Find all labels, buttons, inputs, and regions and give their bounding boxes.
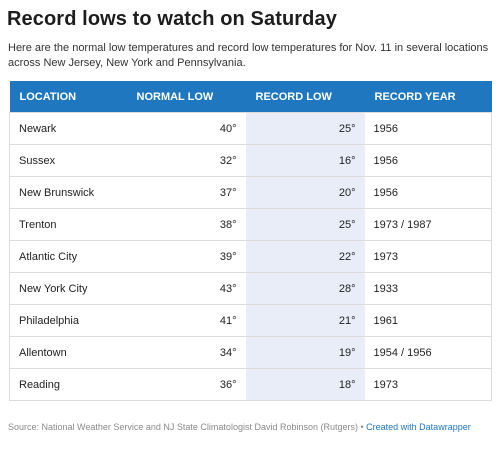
table-body: Newark 40° 25° 1956 Sussex 32° 16° 1956 New Brun… [9, 112, 492, 401]
location-cell: Atlantic City [9, 240, 127, 273]
record-year-cell: 1973 [364, 368, 492, 401]
record-year-cell: 1973 / 1987 [364, 208, 492, 241]
record-low-cell: 28° [245, 272, 365, 305]
normal-low-cell: 32° [126, 144, 246, 177]
location-cell: Philadelphia [9, 304, 127, 337]
record-year-cell: 1956 [364, 112, 492, 145]
normal-low-cell: 41° [126, 304, 246, 337]
location-cell: Newark [9, 112, 127, 145]
table-row: Atlantic City 39° 22° 1973 [9, 240, 492, 273]
record-low-cell: 16° [245, 144, 365, 177]
data-table: LOCATION NORMAL LOW RECORD LOW RECORD YE… [9, 81, 492, 401]
record-year-cell: 1961 [364, 304, 492, 337]
table-row: Trenton 38° 25° 1973 / 1987 [9, 208, 492, 241]
record-year-cell: 1954 / 1956 [364, 336, 492, 369]
record-low-cell: 18° [245, 368, 365, 401]
location-cell: Allentown [9, 336, 127, 369]
record-year-cell: 1956 [364, 176, 492, 209]
location-cell: New York City [9, 272, 127, 305]
column-header-normal-low[interactable]: NORMAL LOW [126, 81, 246, 113]
normal-low-cell: 40° [126, 112, 246, 145]
chart-title: Record lows to watch on Saturday [7, 8, 337, 30]
table-row: Reading 36° 18° 1973 [9, 368, 492, 401]
source-note: Source: National Weather Service and NJ … [8, 422, 492, 433]
normal-low-cell: 37° [126, 176, 246, 209]
record-low-cell: 19° [245, 336, 365, 369]
table-header: LOCATION NORMAL LOW RECORD LOW RECORD YE… [9, 81, 492, 113]
location-cell: Sussex [9, 144, 127, 177]
column-header-record-low[interactable]: RECORD LOW [245, 81, 365, 113]
normal-low-cell: 39° [126, 240, 246, 273]
table-row: Sussex 32° 16° 1956 [9, 144, 492, 177]
record-low-cell: 21° [245, 304, 365, 337]
column-header-location[interactable]: LOCATION [9, 81, 127, 113]
normal-low-cell: 34° [126, 336, 246, 369]
table-row: Allentown 34° 19° 1954 / 1956 [9, 336, 492, 369]
location-cell: New Brunswick [9, 176, 127, 209]
chart-intro: Here are the normal low temperatures and… [8, 42, 489, 69]
record-year-cell: 1956 [364, 144, 492, 177]
normal-low-cell: 43° [126, 272, 246, 305]
table-row: New York City 43° 28° 1933 [9, 272, 492, 305]
record-year-cell: 1933 [364, 272, 492, 305]
table-row: Philadelphia 41° 21° 1961 [9, 304, 492, 337]
table-row: Newark 40° 25° 1956 [9, 112, 492, 145]
table-row: New Brunswick 37° 20° 1956 [9, 176, 492, 209]
location-cell: Reading [9, 368, 127, 401]
source-separator: • [358, 422, 367, 432]
normal-low-cell: 36° [126, 368, 246, 401]
source-text: Source: National Weather Service and NJ … [8, 422, 358, 432]
datawrapper-link[interactable]: Created with Datawrapper [366, 422, 471, 432]
column-header-record-year[interactable]: RECORD YEAR [364, 81, 492, 113]
record-low-cell: 25° [245, 208, 365, 241]
location-cell: Trenton [9, 208, 127, 241]
record-low-cell: 22° [245, 240, 365, 273]
record-low-cell: 20° [245, 176, 365, 209]
record-year-cell: 1973 [364, 240, 492, 273]
record-low-cell: 25° [245, 112, 365, 145]
normal-low-cell: 38° [126, 208, 246, 241]
